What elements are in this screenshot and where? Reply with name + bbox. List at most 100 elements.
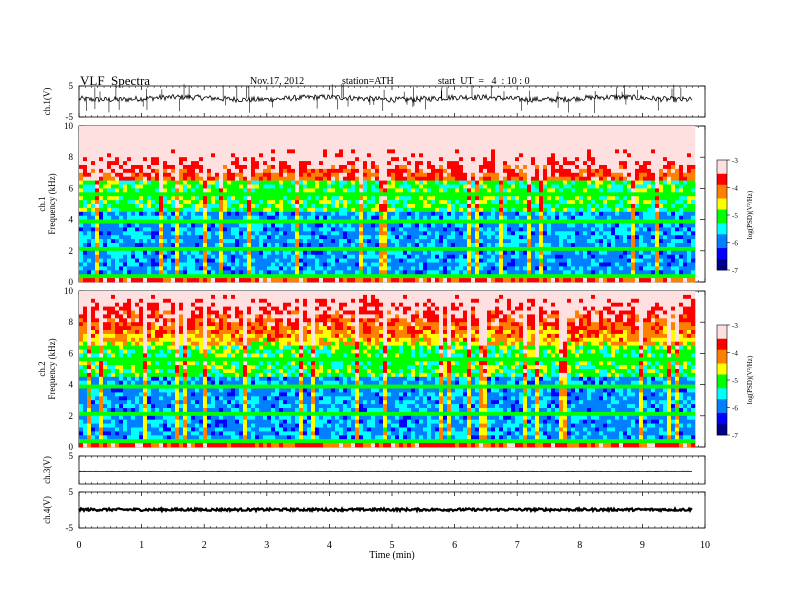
spectrogram-cell [103, 250, 108, 255]
spectrogram-cell [215, 137, 220, 142]
spectrogram-cell [387, 246, 392, 252]
spectrogram-cell [391, 133, 396, 138]
spectrogram-cell [303, 207, 308, 213]
spectrogram-cell [323, 200, 328, 205]
spectrogram-cell [271, 168, 276, 174]
spectrogram-cell [219, 126, 224, 131]
spectrogram-cell [303, 219, 308, 224]
spectrogram-cell [395, 196, 400, 201]
spectrogram-cell [407, 235, 412, 240]
spectrogram-cell [115, 157, 120, 162]
spectrogram-cell [147, 231, 152, 236]
spectrogram-cell [119, 165, 124, 170]
spectrogram-cell [291, 215, 296, 220]
spectrogram-cell [403, 188, 408, 193]
spectrogram-cell [411, 223, 416, 228]
spectrogram-cell [319, 231, 324, 236]
spectrogram-cell [203, 192, 208, 197]
spectrogram-cell [247, 239, 252, 244]
spectrogram-cell [347, 126, 352, 131]
spectrogram-cell [155, 223, 160, 228]
spectrogram-cell [279, 243, 284, 248]
spectrogram-cell [243, 137, 248, 142]
spectrogram-cell [91, 196, 96, 201]
spectrogram-cell [175, 200, 180, 205]
spectrogram-cell [223, 204, 228, 209]
spectrogram-cell [287, 172, 292, 177]
spectrogram-cell [135, 274, 140, 279]
spectrogram-cell [403, 149, 408, 154]
spectrogram-cell [359, 176, 364, 181]
spectrogram-cell [95, 129, 100, 135]
spectrogram-cell [147, 126, 152, 131]
spectrogram-cell [83, 137, 88, 142]
spectrogram-cell [119, 141, 124, 146]
spectrogram-cell [279, 153, 284, 158]
spectrogram-cell [375, 262, 380, 267]
spectrogram-cell [407, 266, 412, 271]
spectrogram-cell [163, 250, 168, 255]
spectrogram-cell [451, 211, 456, 216]
spectrogram-cell [319, 180, 324, 185]
spectrogram-cell [111, 196, 116, 201]
spectrogram-cell [319, 219, 324, 224]
spectrogram-cell [407, 270, 412, 275]
spectrogram-cell [303, 243, 308, 248]
spectrogram-cell [339, 278, 344, 283]
spectrogram-cell [383, 254, 388, 259]
spectrogram-cell [87, 161, 92, 166]
spectrogram-cell [167, 246, 172, 252]
spectrogram-cell [323, 149, 328, 154]
spectrogram-cell [175, 184, 180, 189]
y-tick-label: 2 [69, 411, 74, 421]
spectrogram-cell [307, 192, 312, 197]
spectrogram-cell [127, 262, 132, 267]
spectrogram-cell [283, 145, 288, 150]
spectrogram-cell [251, 219, 256, 224]
spectrogram-cell [207, 137, 212, 142]
spectrogram-cell [411, 211, 416, 216]
spectrogram-cell [307, 239, 312, 244]
spectrogram-cell [171, 168, 176, 174]
spectrogram-cell [171, 239, 176, 244]
spectrogram-cell [99, 219, 104, 224]
spectrogram-cell [315, 172, 320, 177]
spectrogram-cell [171, 258, 176, 263]
spectrogram-cell [107, 149, 112, 154]
spectrogram-cell [427, 243, 432, 248]
spectrogram-cell [323, 141, 328, 146]
spectrogram-cell [107, 192, 112, 197]
spectrogram-cell [123, 137, 128, 142]
spectrogram-cell [79, 266, 84, 271]
spectrogram-cell [395, 270, 400, 275]
spectrogram-cell [435, 153, 440, 158]
spectrogram-cell [135, 219, 140, 224]
spectrogram-cell [291, 161, 296, 166]
spectrogram-cell [347, 243, 352, 248]
spectrogram-cell [99, 270, 104, 275]
spectrogram-cell [103, 223, 108, 228]
spectrogram-cell [427, 172, 432, 177]
spectrogram-cell [279, 219, 284, 224]
spectrogram-cell [207, 145, 212, 150]
spectrogram-cell [287, 145, 292, 150]
spectrogram-cell [363, 223, 368, 228]
spectrogram-cell [247, 184, 252, 189]
spectrogram-cell [147, 227, 152, 232]
spectrogram-cell [187, 227, 192, 232]
spectrogram-cell [215, 133, 220, 138]
spectrogram-cell [83, 141, 88, 146]
spectrogram-cell [303, 172, 308, 177]
spectrogram-cell [131, 172, 136, 177]
spectrogram-cell [111, 258, 116, 263]
spectrogram-cell [247, 176, 252, 181]
spectrogram-cell [299, 145, 304, 150]
spectrogram-cell [87, 129, 92, 135]
spectrogram-cell [343, 176, 348, 181]
spectrogram-cell [399, 200, 404, 205]
spectrogram-cell [83, 231, 88, 236]
spectrogram-cell [111, 243, 116, 248]
spectrogram-cell [447, 231, 452, 236]
spectrogram-cell [355, 137, 360, 142]
spectrogram-cell [379, 215, 384, 220]
